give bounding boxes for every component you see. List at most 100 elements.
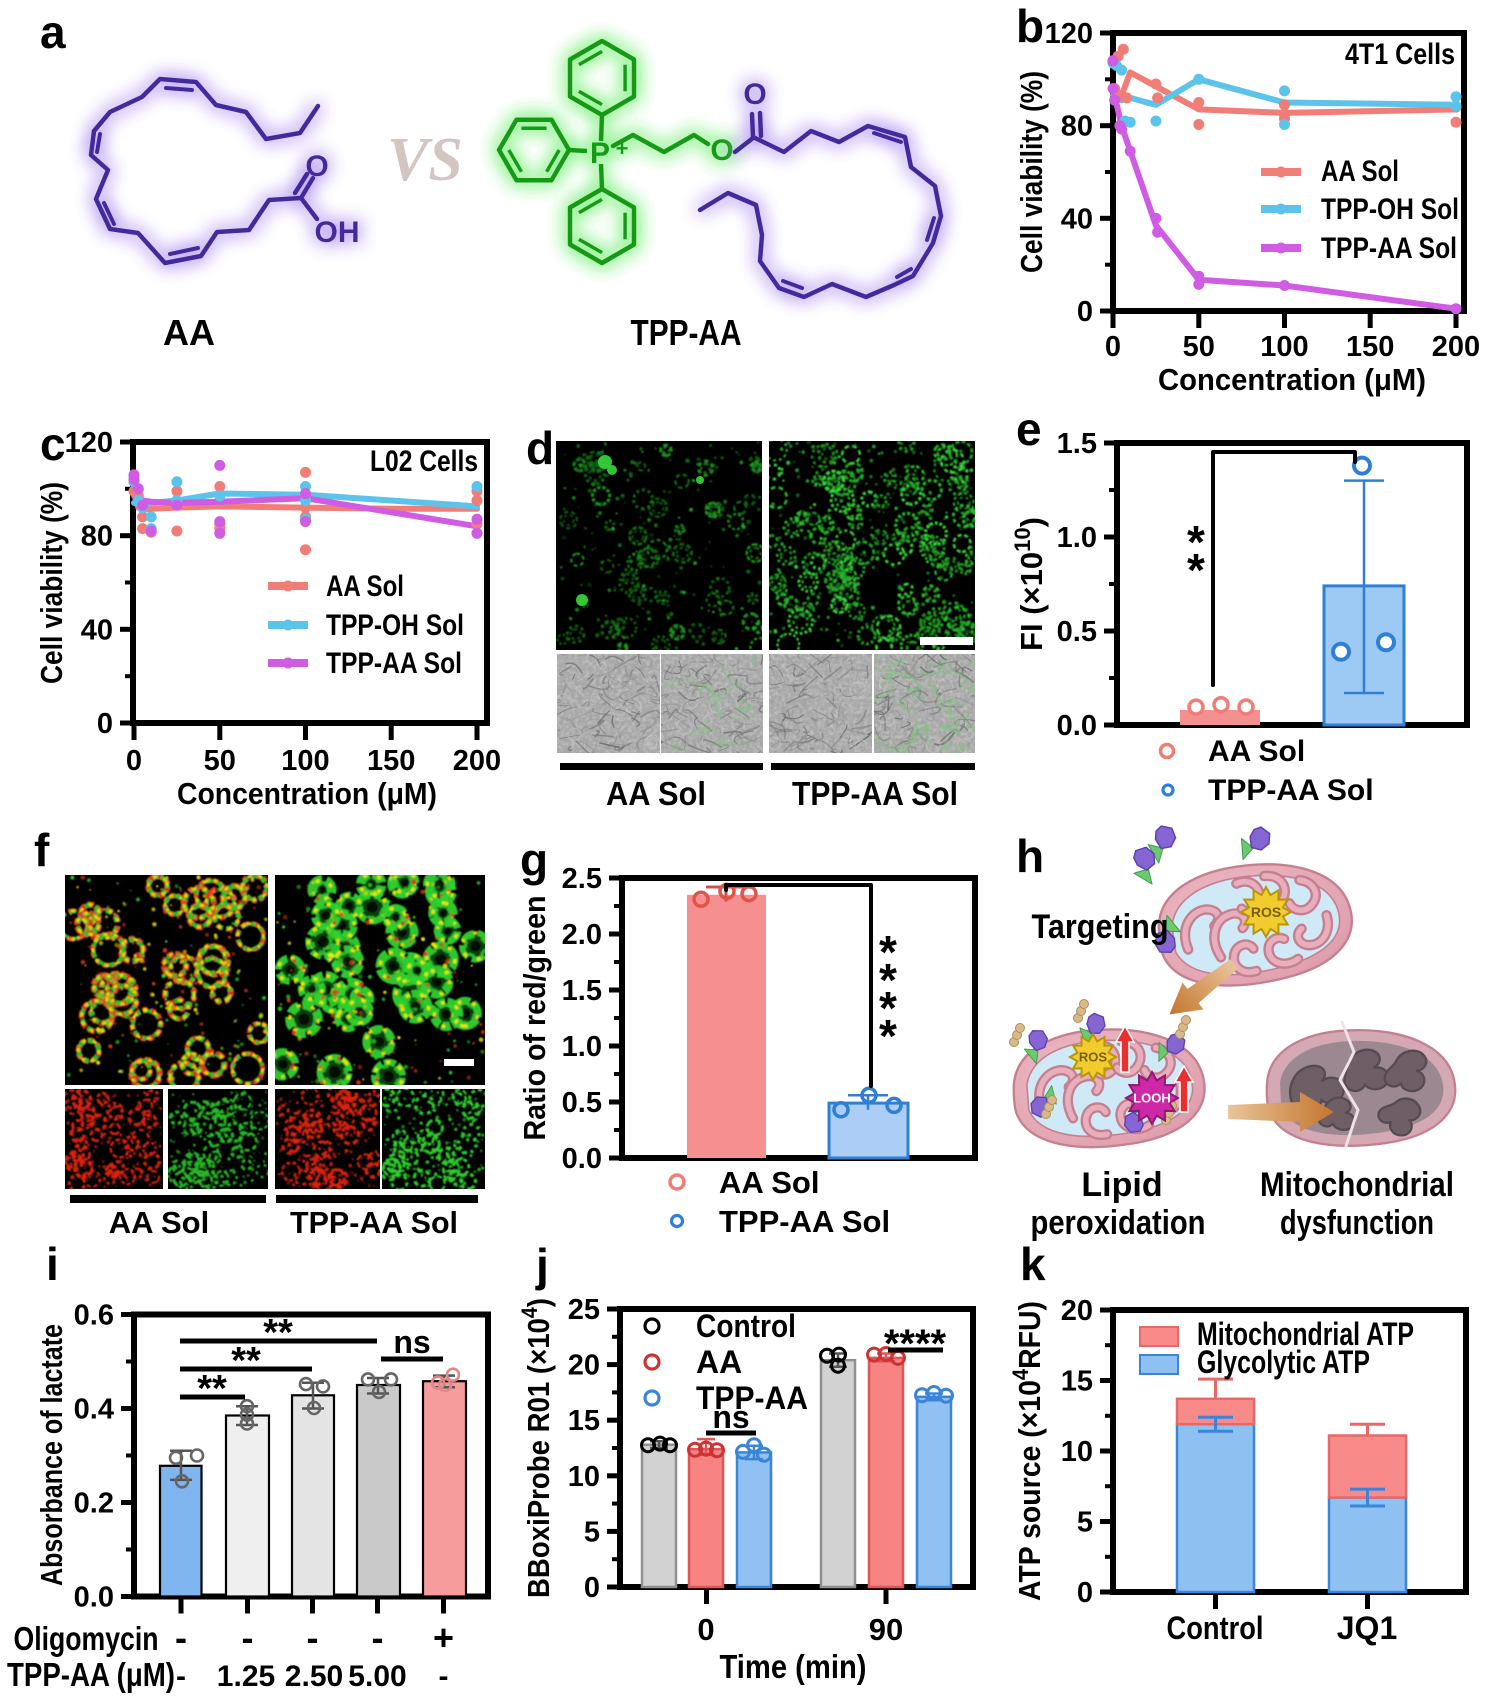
svg-text:TPP-AA Sol: TPP-AA Sol — [719, 1204, 890, 1239]
svg-text:120: 120 — [1045, 18, 1093, 50]
svg-text:O: O — [305, 150, 328, 183]
svg-text:TPP-AA Sol: TPP-AA Sol — [1321, 232, 1457, 265]
svg-text:Control: Control — [1167, 1610, 1264, 1646]
svg-text:0.0: 0.0 — [562, 1143, 602, 1175]
svg-text:a: a — [40, 6, 66, 58]
svg-text:0: 0 — [1077, 296, 1093, 328]
svg-text:ns: ns — [393, 1324, 430, 1360]
svg-text:-: - — [242, 1617, 254, 1658]
svg-text:Control: Control — [696, 1308, 796, 1344]
svg-text:90: 90 — [869, 1612, 903, 1647]
svg-text:*: * — [879, 982, 897, 1034]
svg-text:e: e — [1016, 403, 1042, 455]
svg-text:****: **** — [884, 1322, 947, 1366]
svg-text:ns: ns — [712, 1399, 749, 1435]
svg-text:d: d — [526, 422, 554, 474]
svg-text:200: 200 — [453, 745, 501, 777]
svg-text:*: * — [879, 926, 897, 978]
svg-text:2.0: 2.0 — [562, 919, 602, 951]
svg-text:TPP-AA Sol: TPP-AA Sol — [792, 775, 958, 812]
svg-text:80: 80 — [1061, 111, 1093, 143]
svg-text:Cell viability (%): Cell viability (%) — [34, 482, 69, 684]
svg-text:10: 10 — [568, 1461, 600, 1493]
svg-text:1.0: 1.0 — [562, 1031, 602, 1063]
svg-text:-: - — [372, 1617, 384, 1658]
svg-text:TPP-AA Sol: TPP-AA Sol — [1208, 774, 1374, 807]
svg-text:AA Sol: AA Sol — [719, 1165, 819, 1200]
svg-text:b: b — [1016, 0, 1044, 52]
svg-text:O: O — [743, 78, 766, 111]
svg-text:AA Sol: AA Sol — [606, 775, 706, 812]
svg-text:0: 0 — [1077, 1577, 1093, 1609]
svg-text:LOOH: LOOH — [1133, 1091, 1171, 1106]
svg-text:P: P — [590, 137, 610, 170]
svg-text:Cell viability (%): Cell viability (%) — [1014, 71, 1049, 273]
svg-text:*: * — [1187, 544, 1205, 596]
svg-text:*: * — [879, 954, 897, 1006]
svg-text:0: 0 — [697, 1612, 714, 1647]
svg-text:Mitochondrial ATP: Mitochondrial ATP — [1197, 1316, 1414, 1352]
svg-text:40: 40 — [81, 614, 113, 646]
svg-text:JQ1: JQ1 — [1337, 1610, 1397, 1646]
svg-text:200: 200 — [1432, 331, 1480, 363]
svg-text:g: g — [520, 834, 548, 886]
svg-text:k: k — [1020, 1238, 1046, 1290]
svg-text:j: j — [535, 1239, 549, 1291]
svg-text:100: 100 — [281, 745, 329, 777]
svg-text:5: 5 — [584, 1516, 600, 1548]
svg-text:AA Sol: AA Sol — [326, 570, 404, 603]
svg-text:+: + — [433, 1617, 454, 1658]
svg-text:**: ** — [197, 1368, 227, 1410]
svg-text:i: i — [46, 1238, 59, 1290]
svg-text:40: 40 — [1061, 203, 1093, 235]
svg-text:Concentration (μM): Concentration (μM) — [177, 776, 437, 811]
svg-text:0: 0 — [126, 745, 142, 777]
svg-text:VS: VS — [387, 126, 463, 194]
svg-text:peroxidation: peroxidation — [1031, 1204, 1206, 1242]
svg-text:0.5: 0.5 — [1057, 616, 1097, 648]
svg-text:ATP source (×104RFU): ATP source (×104RFU) — [1008, 1301, 1047, 1601]
svg-text:OH: OH — [315, 216, 360, 249]
svg-text:TPP-AA Sol: TPP-AA Sol — [326, 647, 462, 680]
svg-text:50: 50 — [1183, 331, 1215, 363]
svg-text:Time (min): Time (min) — [720, 1648, 867, 1685]
svg-text:O: O — [710, 134, 733, 167]
svg-text:f: f — [34, 824, 50, 876]
svg-text:FI (×1010): FI (×1010) — [1010, 517, 1049, 651]
svg-text:0.2: 0.2 — [74, 1488, 114, 1520]
svg-text:TPP-OH Sol: TPP-OH Sol — [326, 609, 464, 642]
svg-text:80: 80 — [81, 521, 113, 553]
svg-text:1.0: 1.0 — [1057, 522, 1097, 554]
svg-text:*: * — [879, 1010, 897, 1062]
svg-text:5: 5 — [1077, 1507, 1093, 1539]
svg-text:AA Sol: AA Sol — [1321, 155, 1399, 188]
svg-text:**: ** — [263, 1312, 293, 1354]
svg-text:5.00: 5.00 — [348, 1660, 406, 1693]
svg-text:0: 0 — [1105, 331, 1121, 363]
svg-text:ROS: ROS — [1251, 904, 1281, 920]
svg-text:AA: AA — [696, 1344, 742, 1380]
svg-text:15: 15 — [1061, 1366, 1093, 1398]
svg-text:TPP-AA: TPP-AA — [696, 1380, 808, 1416]
svg-text:AA Sol: AA Sol — [1208, 735, 1305, 768]
svg-text:**: ** — [231, 1340, 261, 1382]
svg-text:10: 10 — [1061, 1436, 1093, 1468]
svg-text:2.50: 2.50 — [285, 1660, 343, 1693]
svg-text:0.0: 0.0 — [74, 1582, 114, 1614]
svg-text:2.5: 2.5 — [562, 863, 602, 895]
svg-text:150: 150 — [1346, 331, 1394, 363]
svg-text:Targeting: Targeting — [1032, 908, 1169, 946]
svg-text:TPP-AA: TPP-AA — [631, 312, 742, 353]
svg-text:20: 20 — [1061, 1295, 1093, 1327]
svg-text:15: 15 — [568, 1405, 600, 1437]
svg-text:Concentration (μM): Concentration (μM) — [1158, 362, 1426, 397]
svg-text:TPP-AA Sol: TPP-AA Sol — [290, 1205, 458, 1240]
svg-text:20: 20 — [568, 1350, 600, 1382]
svg-text:100: 100 — [1260, 331, 1308, 363]
svg-text:4T1 Cells: 4T1 Cells — [1345, 38, 1455, 71]
svg-text:25: 25 — [568, 1294, 600, 1326]
svg-text:0.6: 0.6 — [74, 1300, 114, 1332]
svg-text:0.0: 0.0 — [1057, 710, 1097, 742]
svg-text:AA: AA — [163, 312, 215, 353]
svg-text:*: * — [1187, 516, 1205, 568]
